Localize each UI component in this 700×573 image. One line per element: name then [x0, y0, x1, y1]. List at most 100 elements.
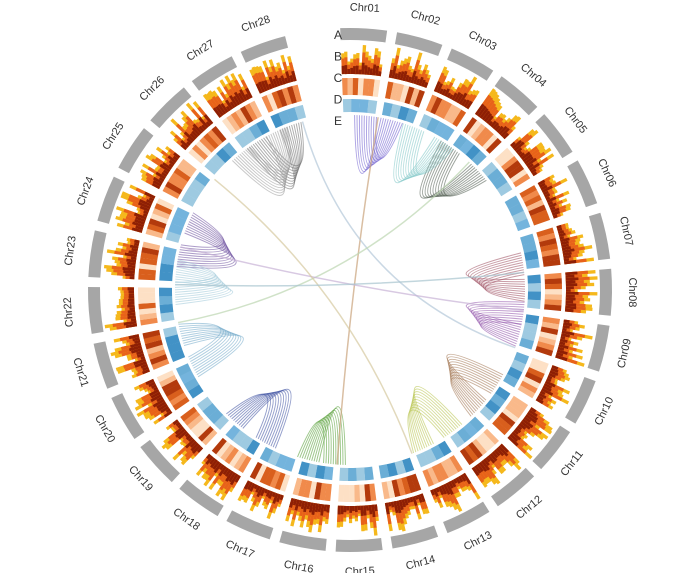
heat-cell	[401, 476, 411, 495]
heat-cell	[448, 106, 462, 125]
hist-inner	[340, 505, 344, 515]
hist-inner	[527, 163, 535, 170]
link	[182, 332, 239, 373]
hist-inner	[419, 493, 426, 503]
hist-inner	[168, 162, 174, 168]
hist-inner	[275, 493, 282, 503]
hist-inner	[259, 487, 266, 497]
chromosome-label: Chr01	[349, 2, 380, 16]
hist-inner	[129, 244, 139, 249]
ideogram	[335, 538, 383, 552]
link	[478, 266, 526, 295]
chromosome-label: Chr02	[409, 8, 441, 28]
ideogram	[111, 393, 145, 439]
link	[478, 319, 523, 345]
heat-cell	[164, 383, 182, 397]
heat-cell	[539, 237, 557, 248]
link	[258, 124, 300, 174]
density-cell	[522, 241, 537, 254]
hist-inner	[401, 499, 407, 508]
ideogram	[394, 32, 443, 57]
heat-cell	[190, 418, 207, 434]
link	[437, 150, 484, 197]
link	[410, 399, 453, 450]
heat-cell	[364, 484, 371, 502]
hist-inner	[541, 387, 554, 397]
hist-inner	[489, 453, 498, 462]
link	[468, 254, 525, 283]
link	[443, 153, 487, 197]
link	[175, 273, 227, 298]
hist-inner	[258, 81, 266, 93]
density-cell	[440, 125, 455, 142]
hist-inner	[541, 185, 553, 194]
heat-cell	[215, 441, 231, 458]
density-cell	[339, 467, 349, 481]
hist-inner	[538, 392, 547, 400]
link	[435, 148, 482, 197]
density-cell	[527, 283, 541, 292]
hist-inner	[565, 277, 579, 281]
density-cell	[294, 104, 307, 120]
hist-inner	[387, 502, 392, 507]
hist-inner	[563, 319, 570, 324]
density-cell	[194, 171, 211, 187]
hist-inner	[529, 407, 537, 413]
chromosome-label: Chr11	[558, 448, 585, 478]
heat-cell	[510, 169, 528, 184]
chromosome-label: Chr12	[514, 493, 545, 521]
link	[233, 392, 279, 443]
track-label: E	[334, 114, 342, 128]
heat-cell	[162, 186, 181, 199]
heat-cell	[148, 218, 167, 229]
heat-cell	[194, 422, 211, 438]
hist-inner	[263, 79, 271, 91]
density-cell	[463, 422, 478, 438]
hist-inner	[461, 98, 468, 107]
density-cell	[479, 405, 496, 421]
heat-cell	[497, 151, 515, 167]
hist-inner	[368, 504, 373, 515]
density-cell	[520, 233, 535, 246]
density-cell	[433, 121, 448, 137]
hist-inner	[355, 65, 360, 75]
heat-cell	[211, 437, 227, 455]
hist-inner	[500, 127, 511, 138]
hist-inner	[150, 383, 157, 389]
hist-inner	[165, 408, 171, 413]
heat-cell	[508, 399, 526, 415]
hist-inner	[190, 442, 200, 452]
heat-cell	[443, 104, 457, 122]
hist-inner	[432, 488, 439, 497]
link	[241, 130, 288, 183]
density-cell	[381, 102, 393, 117]
hist-inner	[560, 237, 570, 243]
hist-inner	[498, 125, 508, 136]
hist-inner	[518, 422, 527, 431]
heat-cell	[308, 481, 317, 499]
hist-inner	[565, 286, 574, 290]
heat-cell	[176, 163, 194, 178]
hist-inner	[289, 497, 295, 508]
hist-inner	[135, 225, 144, 231]
link	[178, 223, 231, 260]
hist-inner	[398, 499, 404, 511]
hist-inner	[455, 477, 461, 484]
ideogram	[565, 376, 596, 424]
hist-inner	[530, 168, 537, 174]
hist-inner	[494, 125, 501, 132]
heat-cell	[239, 105, 254, 124]
hist-inner	[559, 338, 568, 344]
density-cell	[189, 178, 206, 194]
hist-inner	[180, 139, 190, 149]
heat-cell	[538, 336, 556, 346]
hist-inner	[551, 365, 559, 371]
density-cell	[162, 246, 177, 258]
density-cell	[419, 113, 433, 130]
heat-cell	[139, 312, 157, 321]
hist-inner	[272, 492, 279, 504]
hist-inner	[196, 446, 204, 453]
heat-cell	[142, 241, 161, 251]
heat-cell	[148, 349, 166, 360]
hist-inner	[520, 420, 531, 430]
